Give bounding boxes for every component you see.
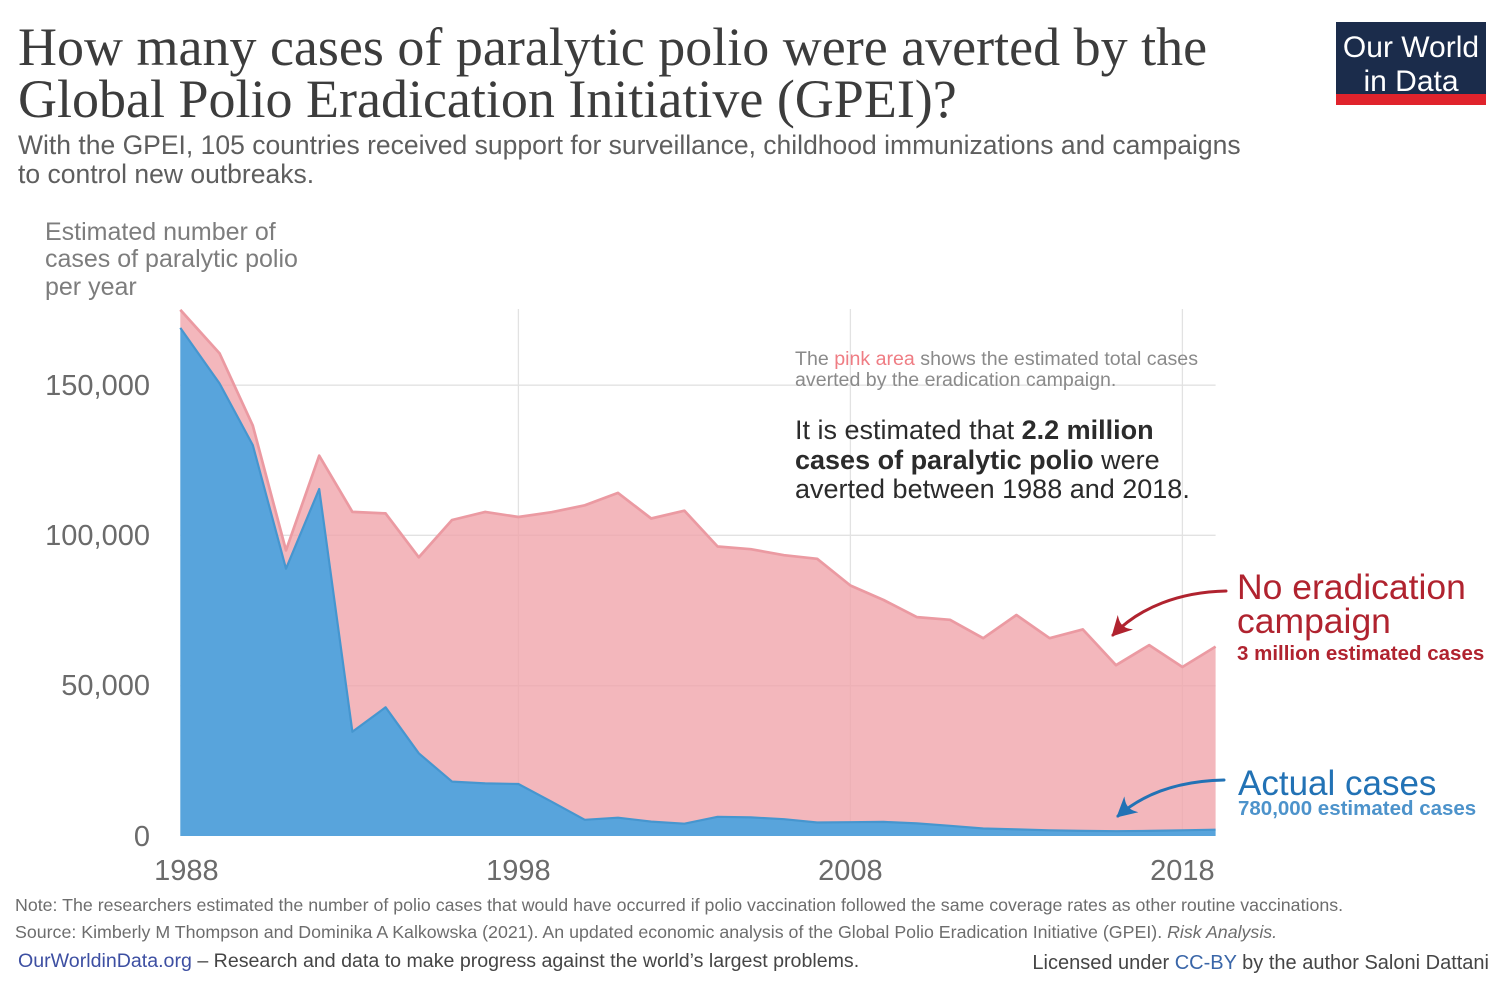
svg-text:100,000: 100,000	[45, 520, 150, 552]
svg-text:2008: 2008	[818, 855, 883, 887]
svg-text:50,000: 50,000	[61, 670, 150, 702]
svg-text:2018: 2018	[1150, 855, 1215, 887]
svg-text:150,000: 150,000	[45, 370, 150, 402]
svg-text:1988: 1988	[154, 855, 219, 887]
svg-text:1998: 1998	[486, 855, 551, 887]
svg-text:0: 0	[134, 821, 150, 853]
